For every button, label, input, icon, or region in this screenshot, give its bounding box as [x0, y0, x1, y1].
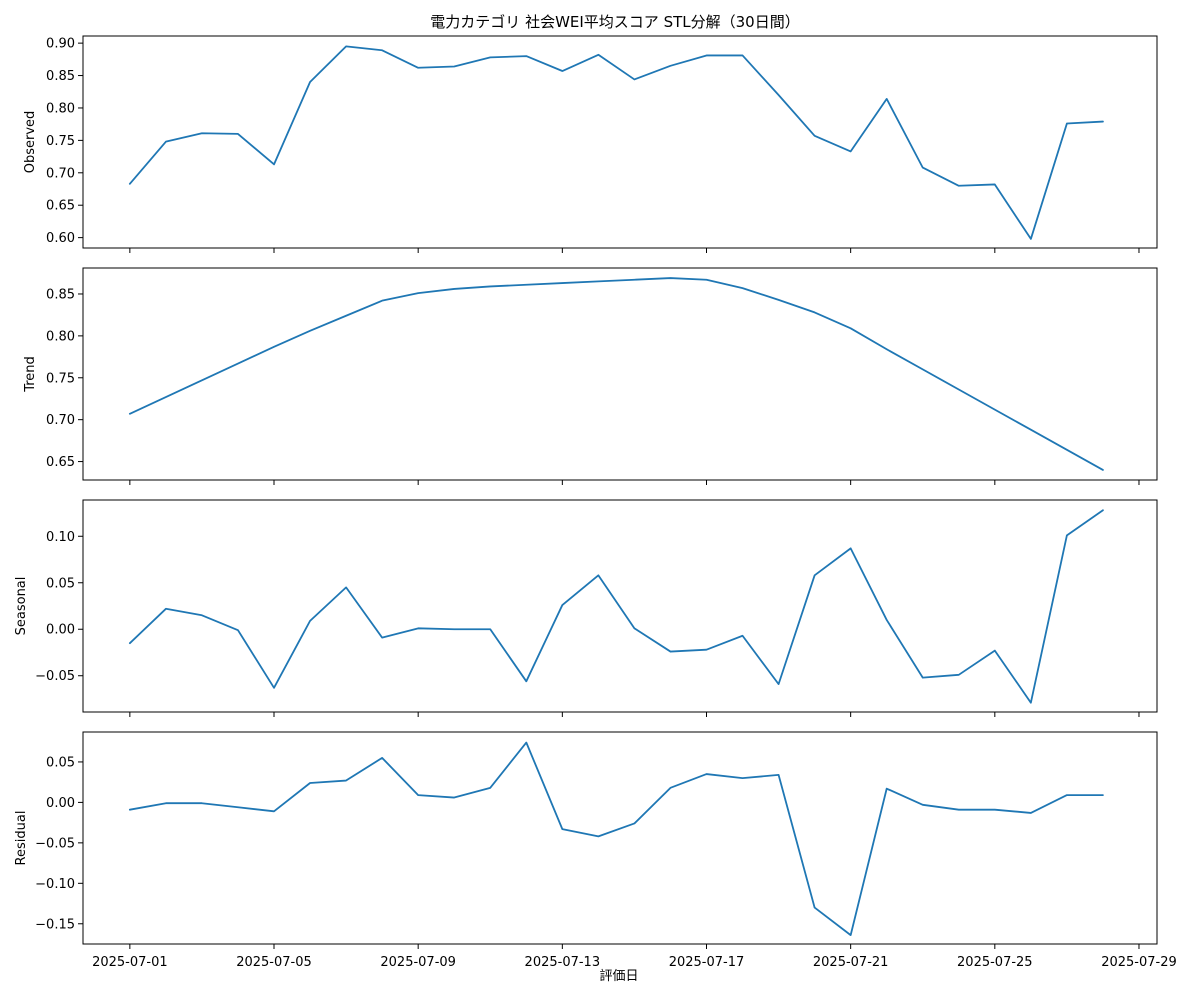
seasonal-y-tick-label: 0.05 — [46, 576, 75, 591]
observed-y-tick-label: 0.65 — [46, 199, 75, 214]
trend-y-tick-label: 0.70 — [46, 413, 75, 428]
residual-panel-frame — [82, 731, 1158, 945]
residual-y-tick-label: −0.05 — [35, 836, 75, 851]
trend-y-tick-label: 0.65 — [46, 455, 75, 470]
observed-y-tick-label: 0.70 — [46, 166, 75, 181]
x-tick-label: 2025-07-21 — [813, 955, 889, 970]
observed-y-tick-label: 0.60 — [46, 231, 75, 246]
residual-series-line — [128, 741, 1104, 936]
observed-panel-frame — [82, 35, 1158, 249]
x-tick-label: 2025-07-09 — [380, 955, 456, 970]
seasonal-y-tick-label: 0.00 — [46, 623, 75, 638]
observed-y-tick-label: 0.90 — [46, 37, 75, 52]
trend-panel-frame — [82, 267, 1158, 481]
residual-y-axis-label: Residual — [14, 811, 29, 866]
observed-y-tick-label: 0.85 — [46, 69, 75, 84]
observed-series-line — [128, 45, 1104, 240]
trend-y-axis-label: Trend — [23, 356, 38, 393]
x-tick-label: 2025-07-01 — [92, 955, 168, 970]
trend-y-tick-label: 0.85 — [46, 287, 75, 302]
x-axis-label: 評価日 — [599, 969, 638, 984]
seasonal-panel-frame — [82, 499, 1158, 713]
seasonal-y-tick-label: −0.05 — [35, 669, 75, 684]
chart-title: 電力カテゴリ 社会WEI平均スコア STL分解（30日間） — [430, 13, 799, 31]
residual-y-tick-label: 0.05 — [46, 755, 75, 770]
trend-series-line — [128, 277, 1104, 471]
x-tick-label: 2025-07-13 — [525, 955, 601, 970]
seasonal-y-tick-label: 0.10 — [46, 530, 75, 545]
x-tick-label: 2025-07-25 — [957, 955, 1033, 970]
residual-y-tick-label: −0.15 — [35, 917, 75, 932]
x-tick-label: 2025-07-17 — [669, 955, 745, 970]
observed-y-tick-label: 0.80 — [46, 101, 75, 116]
trend-y-tick-label: 0.75 — [46, 371, 75, 386]
seasonal-series-line — [128, 509, 1104, 704]
x-tick-label: 2025-07-05 — [236, 955, 312, 970]
x-tick-label: 2025-07-29 — [1101, 955, 1177, 970]
observed-y-axis-label: Observed — [23, 111, 38, 174]
observed-y-tick-label: 0.75 — [46, 134, 75, 149]
seasonal-y-axis-label: Seasonal — [14, 577, 29, 636]
trend-y-tick-label: 0.80 — [46, 329, 75, 344]
residual-y-tick-label: 0.00 — [46, 796, 75, 811]
residual-y-tick-label: −0.10 — [35, 877, 75, 892]
